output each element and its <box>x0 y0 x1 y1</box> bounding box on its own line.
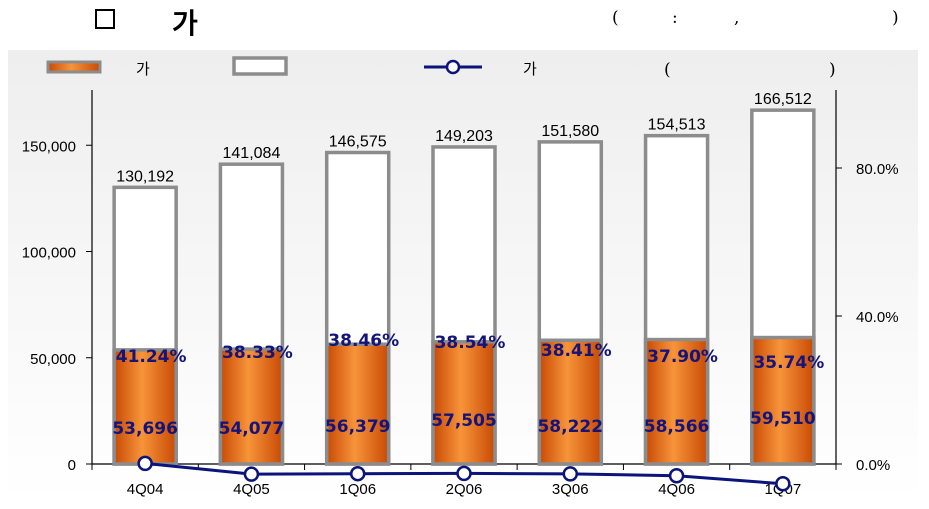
x-tick-label: 4Q05 <box>233 481 270 498</box>
total-value-label: 130,192 <box>116 168 174 185</box>
ratio-value-label: 37.90% <box>647 347 718 367</box>
data-labels: 130,192 141,084 146,575 149,203 151,580 154,5… <box>112 91 824 439</box>
orange-bar <box>112 348 178 466</box>
y-right-tick-label: 80.0% <box>856 161 899 178</box>
orange-value-label: 58,222 <box>537 417 603 437</box>
orange-value-label: 53,696 <box>112 419 178 439</box>
orange-bar <box>537 338 604 466</box>
ratio-value-label: 35.74% <box>753 353 824 373</box>
legend-paren-open: ( <box>664 60 671 80</box>
total-value-label: 141,084 <box>223 145 281 162</box>
unit-note: ( : , ) <box>612 8 902 34</box>
ratio-point <box>456 465 472 482</box>
total-value-label: 151,580 <box>541 123 599 140</box>
total-value-label: 154,513 <box>648 117 706 134</box>
x-tick-label: 3Q06 <box>552 481 589 498</box>
ratio-point <box>775 476 791 492</box>
orange-bar <box>431 340 497 466</box>
orange-value-label: 54,077 <box>219 419 285 439</box>
y-right-tick-label: 40.0% <box>856 309 899 326</box>
title-row: 가 ( : , ) <box>0 0 929 50</box>
y-left-tick-label: 0 <box>68 457 76 474</box>
ratio-value-label: 38.41% <box>541 341 612 361</box>
x-tick-label: 1Q06 <box>339 481 376 498</box>
ratio-value-label: 38.33% <box>222 343 293 363</box>
x-tick-label: 4Q04 <box>127 481 164 498</box>
y-left-tick-label: 150,000 <box>22 138 76 155</box>
ratio-point <box>243 466 260 482</box>
orange-value-label: 58,566 <box>644 417 710 437</box>
orange-bar <box>643 337 710 466</box>
orange-value-label: 59,510 <box>750 409 816 429</box>
ratio-point <box>668 468 685 484</box>
ratio-point <box>562 466 579 482</box>
ratio-point <box>137 455 153 472</box>
ratio-value-label: 38.46% <box>328 331 399 351</box>
x-tick-label: 2Q06 <box>446 481 483 498</box>
checkbox-square-icon <box>95 9 115 29</box>
legend-marker-orange <box>46 60 102 74</box>
orange-bar <box>750 335 816 466</box>
ratio-value-label: 38.54% <box>435 333 506 353</box>
unit-note-colon: : <box>672 8 678 28</box>
unit-note-comma: , <box>734 8 740 28</box>
y-left-tick-label: 100,000 <box>22 245 76 262</box>
unit-note-close: ) <box>892 8 899 28</box>
legend-paren-close: ) <box>829 60 836 80</box>
x-tick-label: 4Q06 <box>658 481 695 498</box>
legend-marker-white <box>232 56 288 76</box>
ratio-point <box>349 465 366 482</box>
axes: 0 50,000 100,000 150,000 0.0% 40.0% 80.0% 4Q04 4… <box>22 90 899 498</box>
legend-label-3: 가 <box>523 60 537 78</box>
page-title: 가 <box>172 7 198 40</box>
legend-marker-point <box>445 59 461 75</box>
y-right-tick-label: 0.0% <box>856 457 890 474</box>
ratio-line <box>137 455 791 492</box>
orange-bar <box>324 342 391 466</box>
y-left-tick-label: 50,000 <box>30 351 76 368</box>
orange-value-label: 56,379 <box>325 417 391 437</box>
legend: 가 가 () <box>46 56 836 80</box>
orange-bar <box>218 347 285 466</box>
total-value-label: 149,203 <box>435 128 493 145</box>
ratio-value-label: 41.24% <box>116 347 187 367</box>
total-value-label: 146,575 <box>329 134 387 151</box>
orange-value-label: 57,505 <box>431 411 497 431</box>
total-value-label: 166,512 <box>754 91 812 108</box>
bars <box>112 108 816 466</box>
legend-label-1: 가 <box>136 60 150 78</box>
unit-note-open: ( <box>612 8 619 28</box>
